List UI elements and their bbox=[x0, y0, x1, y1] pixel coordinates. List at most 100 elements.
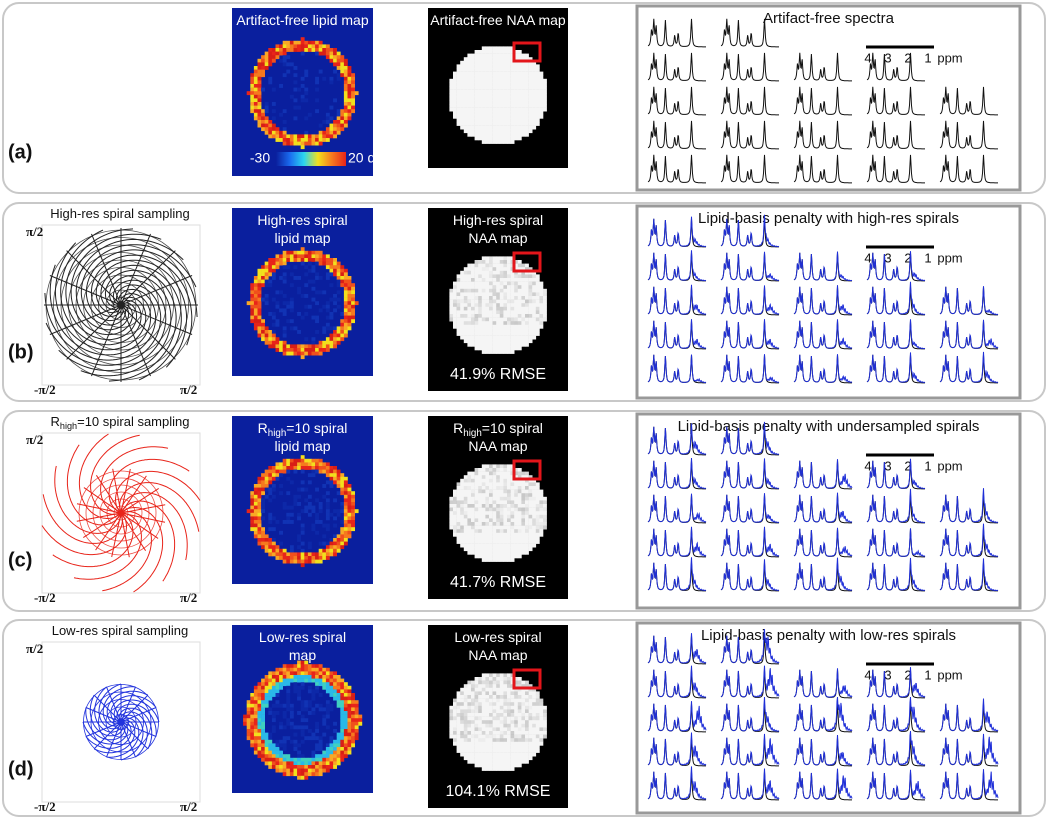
pixel bbox=[489, 328, 493, 333]
spectrum-reconstructed bbox=[647, 665, 707, 698]
pixel bbox=[489, 677, 493, 681]
pixel bbox=[514, 478, 519, 483]
pixel bbox=[474, 303, 479, 308]
pixel bbox=[347, 105, 352, 110]
pixel bbox=[322, 258, 327, 262]
pixel bbox=[467, 698, 472, 703]
pixel bbox=[261, 87, 265, 92]
pixel bbox=[510, 720, 515, 725]
pixel bbox=[510, 82, 515, 87]
pixel bbox=[489, 292, 493, 297]
spectrum-reconstructed bbox=[866, 352, 926, 384]
pixel bbox=[503, 136, 508, 141]
pixel bbox=[492, 285, 497, 290]
pixel bbox=[528, 536, 533, 541]
pixel bbox=[325, 678, 330, 683]
pixel bbox=[532, 96, 537, 101]
pixel bbox=[528, 68, 533, 72]
pixel bbox=[261, 747, 265, 751]
pixel bbox=[257, 747, 262, 751]
pixel bbox=[474, 489, 479, 494]
pixel bbox=[347, 319, 352, 324]
pixel bbox=[300, 141, 305, 146]
pixel bbox=[499, 731, 504, 735]
pixel bbox=[507, 50, 511, 54]
pixel bbox=[532, 496, 537, 501]
pixel bbox=[336, 541, 341, 546]
pixel bbox=[333, 689, 337, 694]
pixel bbox=[456, 493, 461, 498]
pixel bbox=[528, 324, 533, 329]
pixel bbox=[485, 507, 490, 512]
pixel bbox=[528, 504, 533, 508]
pixel bbox=[343, 682, 348, 687]
pixel bbox=[297, 250, 301, 255]
pixel bbox=[474, 716, 479, 721]
pixel bbox=[521, 536, 526, 541]
pixel bbox=[333, 55, 337, 60]
pixel bbox=[514, 763, 519, 768]
pixel bbox=[463, 486, 468, 490]
pixel bbox=[539, 507, 544, 512]
pixel bbox=[499, 303, 504, 308]
pixel bbox=[289, 308, 294, 313]
pixel bbox=[496, 756, 501, 761]
pixel bbox=[275, 768, 280, 773]
pixel bbox=[311, 315, 316, 320]
pixel bbox=[340, 476, 345, 481]
pixel bbox=[300, 541, 305, 546]
pixel bbox=[456, 122, 461, 126]
pixel bbox=[539, 514, 544, 519]
pixel bbox=[257, 685, 262, 690]
pixel bbox=[485, 723, 490, 728]
pixel bbox=[485, 296, 490, 300]
pixel bbox=[528, 749, 533, 753]
pixel bbox=[250, 319, 255, 324]
pixel bbox=[499, 75, 504, 80]
pixel bbox=[507, 550, 511, 555]
pixel bbox=[489, 496, 493, 501]
pixel bbox=[517, 260, 522, 264]
pixel bbox=[261, 62, 265, 67]
pixel bbox=[343, 98, 348, 103]
pixel bbox=[289, 344, 294, 349]
pixel bbox=[286, 765, 291, 769]
pixel bbox=[264, 102, 269, 106]
pixel bbox=[463, 752, 468, 757]
spectrum-reconstructed bbox=[720, 696, 780, 732]
pixel bbox=[453, 529, 457, 534]
pixel bbox=[489, 53, 493, 58]
pixel bbox=[456, 716, 461, 721]
pixel bbox=[499, 285, 504, 290]
pixel bbox=[489, 713, 493, 717]
pixel bbox=[496, 57, 501, 62]
pixel bbox=[492, 507, 497, 512]
pixel bbox=[300, 40, 305, 45]
pixel bbox=[279, 765, 283, 769]
pixel bbox=[336, 476, 341, 481]
pixel bbox=[499, 702, 504, 707]
pixel bbox=[333, 333, 337, 338]
pixel bbox=[253, 105, 258, 110]
pixel bbox=[311, 286, 316, 291]
pixel bbox=[489, 274, 493, 279]
pixel bbox=[507, 78, 511, 83]
pixel bbox=[510, 314, 515, 318]
pixel bbox=[463, 104, 468, 108]
pixel bbox=[499, 554, 504, 559]
pixel bbox=[340, 678, 345, 683]
pixel bbox=[467, 299, 472, 304]
pixel bbox=[279, 51, 283, 56]
pixel bbox=[517, 57, 522, 62]
pixel bbox=[343, 276, 348, 280]
pixel bbox=[532, 727, 537, 732]
pixel bbox=[261, 326, 265, 331]
pixel bbox=[271, 714, 276, 719]
pixel bbox=[261, 530, 265, 535]
pixel bbox=[532, 314, 537, 318]
pixel bbox=[503, 60, 508, 65]
pixel bbox=[293, 757, 298, 762]
pixel bbox=[268, 62, 273, 67]
pixel bbox=[492, 514, 497, 519]
pixel bbox=[532, 705, 537, 710]
